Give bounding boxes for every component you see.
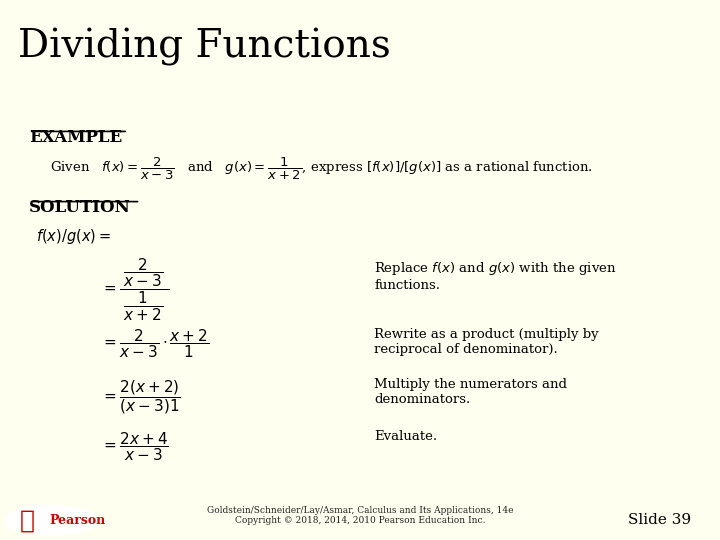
Text: $= \dfrac{2(x+2)}{(x-3)1}$: $= \dfrac{2(x+2)}{(x-3)1}$ — [101, 378, 181, 416]
Text: Replace $f(x)$ and $g(x)$ with the given
functions.: Replace $f(x)$ and $g(x)$ with the given… — [374, 260, 617, 293]
Text: Rewrite as a product (multiply by
reciprocal of denominator).: Rewrite as a product (multiply by recipr… — [374, 328, 599, 355]
Text: Given   $f(x)=\dfrac{2}{x-3}$   and   $g(x)=\dfrac{1}{x+2}$, express $[f(x)]/[g(: Given $f(x)=\dfrac{2}{x-3}$ and $g(x)=\d… — [50, 157, 593, 183]
Text: Multiply the numerators and
denominators.: Multiply the numerators and denominators… — [374, 378, 567, 406]
Ellipse shape — [5, 505, 99, 535]
Text: SOLUTION: SOLUTION — [29, 199, 130, 216]
Text: Slide 39: Slide 39 — [628, 514, 691, 527]
Text: $= \dfrac{2x+4}{x-3}$: $= \dfrac{2x+4}{x-3}$ — [101, 430, 168, 463]
Text: $= \dfrac{2}{x-3} \cdot \dfrac{x+2}{1}$: $= \dfrac{2}{x-3} \cdot \dfrac{x+2}{1}$ — [101, 328, 209, 360]
Text: Pearson: Pearson — [49, 514, 105, 527]
Text: Goldstein/Schneider/Lay/Asmar, Calculus and Its Applications, 14e
Copyright © 20: Goldstein/Schneider/Lay/Asmar, Calculus … — [207, 506, 513, 525]
Text: Dividing Functions: Dividing Functions — [18, 28, 391, 66]
Text: $= \dfrac{\;\dfrac{2}{x-3}\;}{\dfrac{1}{x+2}}$: $= \dfrac{\;\dfrac{2}{x-3}\;}{\dfrac{1}{… — [101, 256, 169, 323]
Text: EXAMPLE: EXAMPLE — [29, 129, 122, 146]
Text: $f(x)/g(x) =$: $f(x)/g(x) =$ — [36, 227, 111, 246]
Text: Evaluate.: Evaluate. — [374, 430, 438, 443]
Text: Ⓟ: Ⓟ — [20, 508, 35, 532]
